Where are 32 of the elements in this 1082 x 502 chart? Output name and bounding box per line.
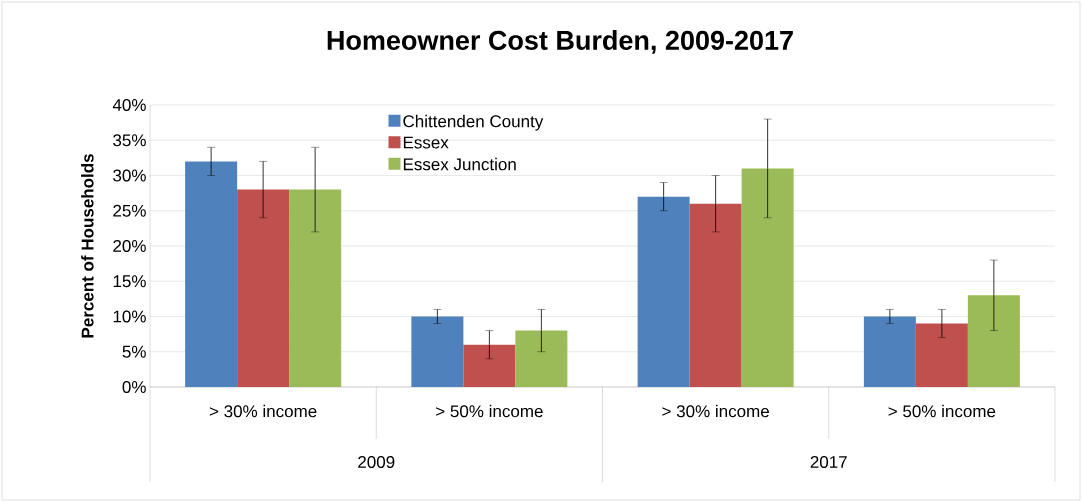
y-tick-label: 20% [113,239,146,253]
bar [915,323,968,387]
y-tick-label: 0% [122,380,146,394]
x-tick-label: > 50% income [888,404,996,418]
text: 2009 [358,455,395,469]
bar [863,316,916,387]
bar [185,161,238,387]
x-tick-label: > 30% income [662,404,769,418]
bar [967,295,1020,387]
y-tick-label: 10% [113,310,146,323]
bar [463,344,516,387]
chart-title: Homeowner Cost Burden, 2009-2017 [327,30,793,54]
legend-label: Essex [403,136,449,149]
bar [741,168,794,387]
legend-label: Essex Junction [403,157,516,171]
legend-label: Chittenden County [403,114,544,131]
text: 2017 [810,455,847,469]
bar [289,189,342,387]
y-axis-title: Percent of Households [81,154,94,338]
x-tick-label: > 30% income [209,404,317,418]
bar [237,189,290,387]
bar [411,316,464,387]
y-tick-label: 15% [113,275,146,288]
y-tick-label: 30% [113,169,146,182]
y-tick-label: 25% [113,204,146,217]
bar [689,203,742,387]
y-tick-label: 40% [112,98,146,112]
y-tick-label: 5% [122,345,146,358]
x-tick-label: > 50% income [436,404,543,418]
bar [637,196,690,387]
bar [515,330,568,387]
y-tick-label: 35% [113,134,146,147]
